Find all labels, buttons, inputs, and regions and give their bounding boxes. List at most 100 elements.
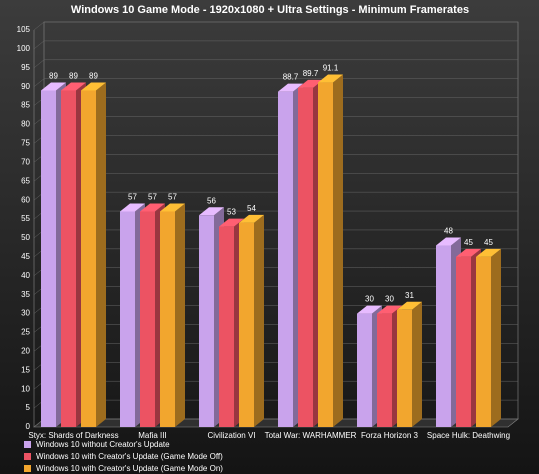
y-tick-label: 95: [21, 63, 30, 72]
data-label: 89: [69, 72, 78, 81]
bar-top: [239, 214, 264, 223]
y-tick-label: 90: [21, 82, 30, 91]
bar: [61, 90, 76, 427]
bar: [377, 313, 392, 427]
y-tick-label: 15: [21, 365, 30, 374]
bar: [397, 309, 412, 427]
y-tick-label: 65: [21, 176, 30, 185]
data-label: 53: [227, 208, 236, 217]
x-tick-label: Styx: Shards of Darkness: [28, 431, 118, 440]
bar-side: [412, 301, 422, 427]
data-label: 89: [49, 72, 58, 81]
bar-top: [41, 82, 66, 91]
bar-top: [357, 305, 382, 314]
y-tick-label: 85: [21, 101, 30, 110]
x-tick-label: Total War: WARHAMMER: [265, 431, 357, 440]
bar: [41, 90, 56, 427]
y-tick-label: 105: [17, 25, 31, 34]
bar-top: [397, 301, 422, 310]
bar: [436, 245, 451, 427]
bar: [239, 222, 254, 427]
legend-swatch: [24, 453, 31, 460]
legend-swatch: [24, 441, 31, 448]
data-label: 57: [168, 193, 177, 202]
legend-swatch: [24, 465, 31, 472]
data-label: 31: [405, 291, 414, 300]
bar-side: [175, 203, 185, 427]
y-tick-label: 45: [21, 252, 30, 261]
y-tick-label: 35: [21, 290, 30, 299]
y-tick-label: 55: [21, 214, 30, 223]
data-label: 30: [365, 295, 374, 304]
data-label: 30: [385, 295, 394, 304]
bar: [160, 211, 175, 427]
bar-top: [456, 248, 481, 257]
y-tick-label: 70: [21, 157, 30, 166]
bar-top: [160, 203, 185, 212]
bar-top: [436, 237, 461, 246]
bar: [81, 90, 96, 427]
data-label: 88.7: [283, 73, 299, 82]
y-tick-label: 20: [21, 346, 30, 355]
x-tick-label: Civilization VI: [207, 431, 255, 440]
legend-label: Windows 10 without Creator's Update: [36, 440, 170, 449]
y-tick-label: 10: [21, 384, 30, 393]
bar-side: [333, 74, 343, 427]
bar-top: [81, 82, 106, 91]
bar-top: [298, 79, 323, 88]
legend-label: Windows 10 with Creator's Update (Game M…: [36, 452, 223, 461]
bar-top: [61, 82, 86, 91]
bar-top: [199, 207, 224, 216]
bar: [219, 226, 234, 427]
y-tick-label: 100: [17, 44, 31, 53]
data-label: 45: [484, 238, 493, 247]
bar-top: [278, 83, 303, 92]
bar-top: [476, 248, 501, 257]
data-label: 48: [444, 227, 453, 236]
legend-label: Windows 10 with Creator's Update (Game M…: [36, 464, 223, 473]
grid-line-side: [33, 21, 45, 31]
chart-title: Windows 10 Game Mode - 1920x1080 + Ultra…: [71, 4, 469, 16]
data-label: 57: [148, 193, 157, 202]
y-tick-label: 0: [26, 422, 31, 431]
bar-top: [120, 203, 145, 212]
bar-side: [491, 248, 501, 427]
bar: [357, 313, 372, 427]
bar: [456, 256, 471, 427]
y-tick-label: 75: [21, 139, 30, 148]
bar: [298, 87, 313, 427]
bar-top: [219, 218, 244, 227]
data-label: 54: [247, 204, 256, 213]
y-tick-label: 25: [21, 328, 30, 337]
bar-top: [318, 74, 343, 83]
data-label: 89: [89, 72, 98, 81]
x-tick-label: Space Hulk: Deathwing: [427, 431, 510, 440]
grid-line-side: [33, 78, 45, 87]
bar: [476, 256, 491, 427]
bar-top: [377, 305, 402, 314]
data-label: 45: [464, 238, 473, 247]
x-tick-label: Mafia III: [138, 431, 166, 440]
data-label: 89.7: [303, 69, 319, 78]
grid-line-side: [33, 40, 45, 50]
bar: [120, 211, 135, 427]
y-tick-label: 30: [21, 309, 30, 318]
data-label: 91.1: [323, 64, 339, 73]
data-label: 56: [207, 196, 216, 205]
bar: [278, 91, 293, 428]
grid-line-side: [33, 59, 45, 69]
bar: [199, 215, 214, 427]
data-label: 57: [128, 193, 137, 202]
bar-side: [254, 214, 264, 427]
bar-top: [140, 203, 165, 212]
bar: [140, 211, 155, 427]
y-tick-label: 40: [21, 271, 30, 280]
y-tick-label: 60: [21, 195, 30, 204]
y-tick-label: 50: [21, 233, 30, 242]
bar-side: [96, 82, 106, 427]
y-tick-label: 80: [21, 120, 30, 129]
y-tick-label: 5: [26, 403, 31, 412]
bar: [318, 82, 333, 427]
x-tick-label: Forza Horizon 3: [361, 431, 418, 440]
